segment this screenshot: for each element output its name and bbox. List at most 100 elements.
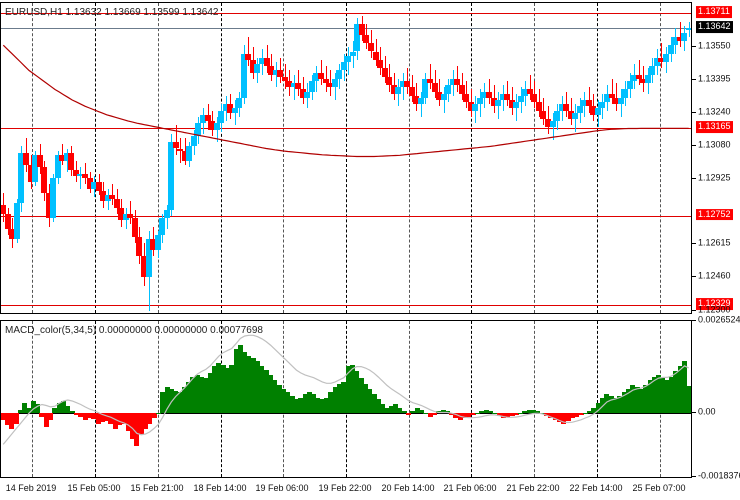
candle-body (382, 68, 388, 77)
vertical-gridline (471, 3, 472, 313)
candle-body (46, 192, 52, 219)
macd-indicator-panel[interactable] (0, 320, 692, 478)
price-axis-badge[interactable]: 1.13711 (696, 6, 732, 19)
macd-histogram-bar (156, 413, 161, 415)
candle-body (91, 182, 97, 189)
macd-histogram-bar (406, 413, 411, 415)
price-axis-label: 1.12460 (698, 270, 731, 281)
axis-tick (692, 78, 696, 80)
candle-body (363, 34, 369, 44)
vertical-gridline (409, 321, 410, 477)
vertical-gridline (32, 321, 33, 477)
time-axis-label: 22 Feb 14:00 (569, 483, 623, 493)
level-line-support-lower[interactable] (1, 215, 691, 217)
candle-body (386, 76, 392, 86)
level-line-current-price[interactable] (1, 27, 691, 29)
vertical-gridline (534, 321, 535, 477)
axis-tick (692, 476, 696, 477)
price-axis[interactable]: 1.13711 1.13642 1.13550 1.13395 1.13240 1.131… (692, 2, 740, 314)
macd-plot-area[interactable] (1, 321, 691, 477)
vertical-gridline (660, 3, 661, 313)
time-axis-label: 21 Feb 06:00 (443, 483, 497, 493)
candle-body (37, 154, 43, 168)
candle-body (114, 199, 120, 208)
candle-body (368, 43, 374, 52)
macd-axis-label: 0.0026524 (698, 314, 740, 325)
candle-body (87, 178, 93, 189)
candle-body (28, 165, 34, 183)
candle-body (264, 57, 270, 67)
candle-body (5, 213, 11, 229)
axis-tick (692, 243, 696, 245)
candle-body (118, 207, 124, 221)
vertical-gridline (95, 321, 96, 477)
candle-body (472, 104, 478, 111)
price-axis-badge[interactable]: 1.13642 (696, 20, 733, 33)
candle-body (341, 62, 347, 71)
candle-body (395, 87, 401, 94)
candle-wick (430, 64, 431, 90)
candle-body (531, 93, 537, 103)
price-plot-area[interactable] (1, 3, 691, 313)
candle-body (345, 55, 351, 63)
candle-body (77, 173, 83, 176)
candle-body (645, 74, 651, 84)
price-axis-label: 1.12615 (698, 237, 731, 248)
candle-body (55, 154, 61, 179)
candle-body (186, 146, 192, 162)
candle-body (59, 154, 65, 162)
candle-body (159, 218, 165, 235)
candle-body (463, 93, 469, 103)
time-axis-label: 19 Feb 06:00 (255, 483, 309, 493)
candle-body (232, 108, 238, 113)
macd-histogram-bar (583, 413, 588, 415)
price-chart-panel[interactable] (0, 2, 692, 314)
candle-body (236, 97, 242, 109)
macd-histogram-bar (14, 413, 19, 424)
candle-body (350, 51, 356, 56)
time-axis[interactable]: 14 Feb 2019 15 Feb 05:00 15 Feb 21:00 18 Fe… (0, 480, 692, 498)
candle-body (96, 182, 102, 191)
macd-histogram-bar (686, 386, 691, 414)
macd-axis-label: 0.00 (698, 406, 716, 417)
vertical-gridline (221, 3, 222, 313)
candle-body (536, 102, 542, 111)
candle-body (572, 112, 578, 119)
level-line-support-bottom[interactable] (1, 304, 691, 306)
candle-body (459, 85, 465, 94)
time-axis-label: 21 Feb 22:00 (506, 483, 560, 493)
candle-body (109, 194, 115, 200)
candle-body (168, 142, 174, 210)
candle-body (445, 85, 451, 94)
axis-tick (692, 145, 696, 147)
candle-body (677, 36, 683, 41)
vertical-gridline (597, 3, 598, 313)
macd-indicator-label: MACD_color(5,34,5) 0.00000000 0.00000000… (5, 325, 263, 336)
macd-histogram-bar (475, 413, 480, 415)
price-axis-badge[interactable]: 1.12329 (696, 297, 733, 310)
macd-histogram-bar (48, 413, 53, 421)
price-axis-label: 1.12925 (698, 172, 731, 183)
candle-body (132, 218, 138, 238)
candle-body (73, 169, 79, 176)
axis-tick (692, 46, 696, 48)
macd-axis[interactable]: 0.0026524 0.00 -0.0018376 (692, 315, 740, 480)
candle-body (164, 209, 170, 219)
time-axis-label: 15 Feb 21:00 (130, 483, 184, 493)
level-line-support-mid[interactable] (1, 128, 691, 130)
time-axis-label: 18 Feb 14:00 (193, 483, 247, 493)
vertical-gridline (158, 321, 159, 477)
candle-body (540, 110, 546, 119)
candle-body (663, 53, 669, 63)
price-axis-badge[interactable]: 1.12752 (696, 208, 733, 221)
candle-body (668, 45, 674, 54)
candle-body (100, 190, 106, 202)
price-axis-label: 1.13080 (698, 139, 731, 150)
candle-body (354, 24, 360, 52)
candle-body (373, 51, 379, 60)
level-line-resistance-upper[interactable] (1, 13, 691, 15)
price-axis-badge[interactable]: 1.13165 (696, 121, 733, 134)
candle-wick (130, 201, 131, 225)
axis-tick (692, 309, 696, 311)
